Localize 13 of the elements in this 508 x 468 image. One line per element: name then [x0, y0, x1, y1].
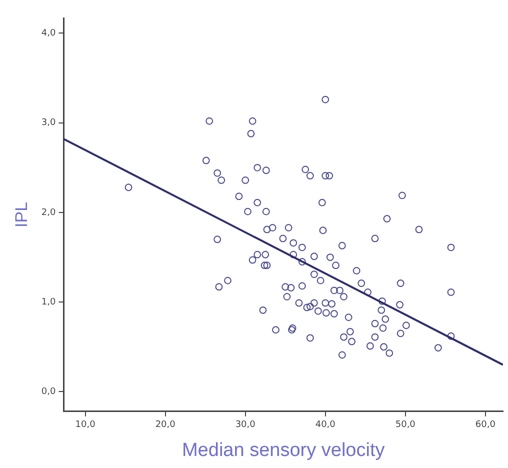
y-tick-label: 2,0	[41, 208, 56, 218]
x-tick-label: 40,0	[315, 420, 336, 430]
x-tick-label: 10,0	[75, 420, 96, 430]
y-axis-title: IPL	[12, 202, 31, 228]
y-tick-label: 3,0	[41, 118, 56, 128]
x-tick-label: 60,0	[475, 420, 496, 430]
y-tick-label: 1,0	[41, 297, 56, 308]
x-tick-label: 20,0	[155, 420, 176, 430]
x-axis-title: Median sensory velocity	[182, 440, 386, 461]
y-tick-label: 4,0	[41, 28, 56, 39]
x-tick-label: 50,0	[395, 420, 416, 430]
x-tick-label: 30,0	[235, 420, 256, 430]
y-tick-label: 0,0	[41, 387, 56, 398]
